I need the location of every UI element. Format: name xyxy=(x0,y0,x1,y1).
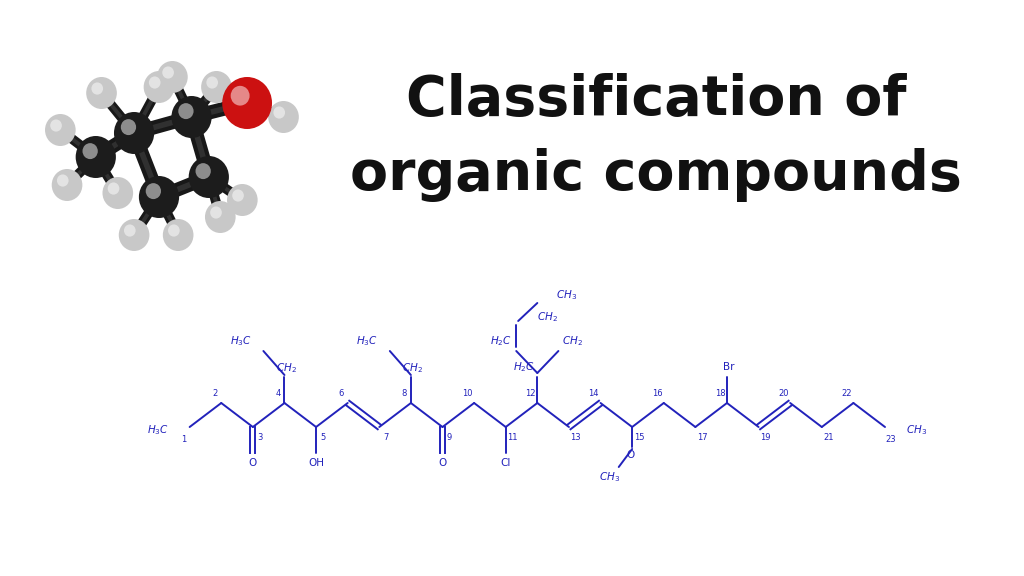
Circle shape xyxy=(205,201,236,233)
Circle shape xyxy=(94,86,113,106)
Circle shape xyxy=(119,219,150,251)
Circle shape xyxy=(148,77,161,89)
Circle shape xyxy=(213,211,231,230)
Circle shape xyxy=(83,143,97,159)
Text: $CH_3$: $CH_3$ xyxy=(906,423,927,437)
Text: 2: 2 xyxy=(212,389,217,399)
Text: $CH_2$: $CH_2$ xyxy=(402,361,423,375)
Text: 15: 15 xyxy=(634,433,644,441)
Circle shape xyxy=(222,77,272,129)
Text: O: O xyxy=(626,450,634,460)
Circle shape xyxy=(108,183,120,195)
Text: 5: 5 xyxy=(321,433,326,441)
Circle shape xyxy=(168,225,179,237)
Circle shape xyxy=(50,119,61,131)
Circle shape xyxy=(125,124,150,150)
Text: 9: 9 xyxy=(446,433,452,441)
Text: 10: 10 xyxy=(462,389,473,399)
Circle shape xyxy=(207,77,218,89)
Text: Br: Br xyxy=(723,362,734,372)
Circle shape xyxy=(52,169,82,201)
Text: $H_3C$: $H_3C$ xyxy=(146,423,169,437)
Text: $CH_3$: $CH_3$ xyxy=(556,288,578,302)
Text: 20: 20 xyxy=(778,389,788,399)
Circle shape xyxy=(145,183,161,199)
Circle shape xyxy=(57,175,69,187)
Circle shape xyxy=(171,96,212,138)
Circle shape xyxy=(87,149,111,174)
Text: $H_3C$: $H_3C$ xyxy=(356,334,378,348)
Circle shape xyxy=(201,71,231,103)
Circle shape xyxy=(188,156,229,198)
Text: 16: 16 xyxy=(651,389,663,399)
Text: $H_2C$: $H_2C$ xyxy=(513,360,535,374)
Circle shape xyxy=(236,194,254,213)
Circle shape xyxy=(210,81,228,100)
Circle shape xyxy=(76,136,116,178)
Text: 22: 22 xyxy=(842,389,852,399)
Circle shape xyxy=(232,190,244,202)
Circle shape xyxy=(196,163,211,179)
Text: $CH_3$: $CH_3$ xyxy=(599,470,620,484)
Text: $CH_2$: $CH_2$ xyxy=(275,361,297,375)
Circle shape xyxy=(163,219,194,251)
Text: OH: OH xyxy=(308,458,324,468)
Circle shape xyxy=(139,176,179,218)
Circle shape xyxy=(236,93,266,124)
Circle shape xyxy=(111,187,129,206)
Text: 14: 14 xyxy=(589,389,599,399)
Circle shape xyxy=(200,169,224,194)
Text: $H_2C$: $H_2C$ xyxy=(490,334,512,348)
Text: $H_3C$: $H_3C$ xyxy=(230,334,252,348)
Circle shape xyxy=(91,82,103,94)
Text: 19: 19 xyxy=(760,433,770,441)
Circle shape xyxy=(86,77,117,109)
Text: 6: 6 xyxy=(338,389,344,399)
Circle shape xyxy=(157,61,187,93)
Circle shape xyxy=(166,71,184,90)
Text: O: O xyxy=(438,458,446,468)
Circle shape xyxy=(171,229,189,248)
Circle shape xyxy=(60,179,79,198)
Text: 23: 23 xyxy=(886,434,896,444)
Circle shape xyxy=(53,124,72,143)
Text: 12: 12 xyxy=(525,389,536,399)
Text: $CH_2$: $CH_2$ xyxy=(538,310,558,324)
Text: 4: 4 xyxy=(275,389,281,399)
Circle shape xyxy=(210,206,222,219)
Text: 18: 18 xyxy=(715,389,726,399)
Text: Cl: Cl xyxy=(501,458,511,468)
Text: 11: 11 xyxy=(507,433,518,441)
Circle shape xyxy=(102,177,133,209)
Text: 1: 1 xyxy=(181,434,186,444)
Text: 3: 3 xyxy=(257,433,262,441)
Circle shape xyxy=(124,225,135,237)
Circle shape xyxy=(268,101,299,133)
Text: O: O xyxy=(249,458,257,468)
Circle shape xyxy=(153,81,170,100)
Circle shape xyxy=(182,109,207,134)
Circle shape xyxy=(45,114,76,146)
Circle shape xyxy=(143,71,174,103)
Text: $CH_2$: $CH_2$ xyxy=(562,334,583,348)
Text: 21: 21 xyxy=(823,433,834,441)
Text: 13: 13 xyxy=(570,433,581,441)
Circle shape xyxy=(150,188,174,214)
Circle shape xyxy=(162,66,174,78)
Text: Classification of: Classification of xyxy=(406,73,906,127)
Circle shape xyxy=(178,103,194,119)
Circle shape xyxy=(276,111,295,130)
Circle shape xyxy=(273,107,285,119)
Circle shape xyxy=(114,112,155,154)
Circle shape xyxy=(227,184,258,216)
Circle shape xyxy=(230,86,250,105)
Text: 7: 7 xyxy=(383,433,389,441)
Circle shape xyxy=(127,229,145,248)
Text: 17: 17 xyxy=(696,433,708,441)
Circle shape xyxy=(121,119,136,135)
Text: organic compounds: organic compounds xyxy=(350,148,962,202)
Text: 8: 8 xyxy=(401,389,407,399)
